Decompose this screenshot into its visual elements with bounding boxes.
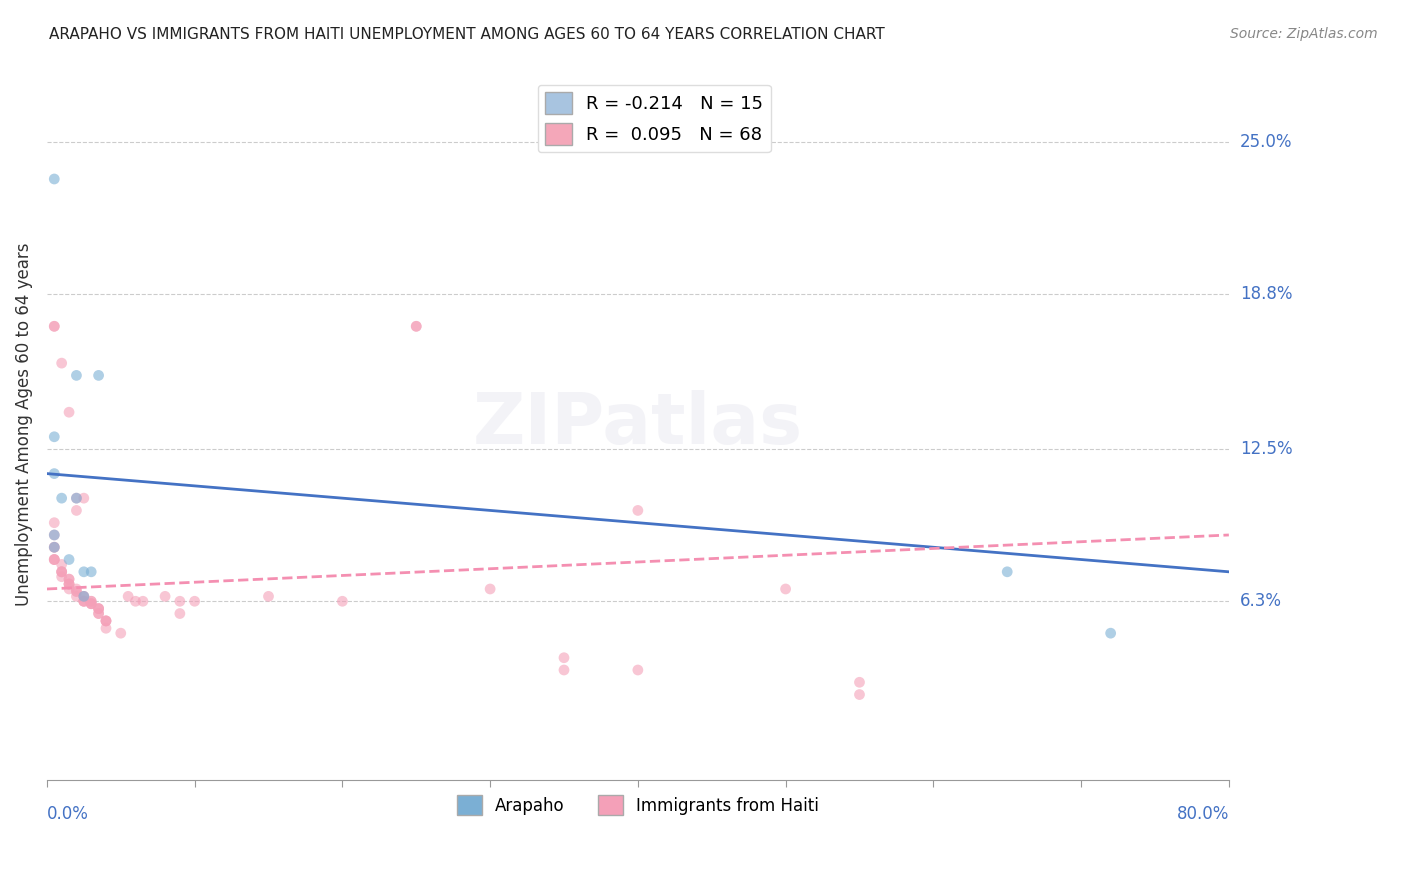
Y-axis label: Unemployment Among Ages 60 to 64 years: Unemployment Among Ages 60 to 64 years xyxy=(15,243,32,607)
Point xyxy=(153,590,176,604)
Point xyxy=(87,607,110,621)
Point xyxy=(44,430,66,444)
Point xyxy=(848,675,870,690)
Point xyxy=(87,607,110,621)
Point xyxy=(58,572,80,586)
Point xyxy=(51,565,73,579)
Point xyxy=(73,590,96,604)
Point xyxy=(169,594,191,608)
Point xyxy=(627,503,650,517)
Point xyxy=(627,663,650,677)
Point xyxy=(169,607,191,621)
Text: 25.0%: 25.0% xyxy=(1240,133,1292,151)
Point xyxy=(94,614,117,628)
Point xyxy=(73,491,96,505)
Legend: R = -0.214   N = 15, R =  0.095   N = 68: R = -0.214 N = 15, R = 0.095 N = 68 xyxy=(537,85,770,153)
Point xyxy=(58,572,80,586)
Point xyxy=(44,516,66,530)
Text: 12.5%: 12.5% xyxy=(1240,440,1292,458)
Point xyxy=(65,491,87,505)
Point xyxy=(257,590,280,604)
Point xyxy=(94,614,117,628)
Point xyxy=(65,584,87,599)
Text: ZIPatlas: ZIPatlas xyxy=(472,390,803,459)
Point xyxy=(58,577,80,591)
Point xyxy=(405,319,427,334)
Point xyxy=(44,467,66,481)
Point xyxy=(65,503,87,517)
Point xyxy=(94,614,117,628)
Point xyxy=(80,597,103,611)
Point xyxy=(1099,626,1122,640)
Point xyxy=(73,565,96,579)
Point xyxy=(58,405,80,419)
Point xyxy=(87,368,110,383)
Point xyxy=(44,319,66,334)
Point xyxy=(110,626,132,640)
Point xyxy=(51,356,73,370)
Point xyxy=(183,594,205,608)
Point xyxy=(44,319,66,334)
Point xyxy=(94,621,117,635)
Point xyxy=(73,594,96,608)
Point xyxy=(479,582,502,596)
Point xyxy=(87,601,110,615)
Point xyxy=(44,541,66,555)
Point xyxy=(44,541,66,555)
Point xyxy=(80,597,103,611)
Point xyxy=(58,582,80,596)
Point xyxy=(65,590,87,604)
Point xyxy=(44,552,66,566)
Point xyxy=(73,594,96,608)
Point xyxy=(332,594,354,608)
Point xyxy=(44,528,66,542)
Point xyxy=(51,558,73,572)
Text: 0.0%: 0.0% xyxy=(46,805,89,823)
Point xyxy=(51,565,73,579)
Point xyxy=(44,552,66,566)
Point xyxy=(124,594,146,608)
Point xyxy=(51,570,73,584)
Point xyxy=(51,565,73,579)
Point xyxy=(73,594,96,608)
Point xyxy=(80,594,103,608)
Point xyxy=(65,368,87,383)
Text: Source: ZipAtlas.com: Source: ZipAtlas.com xyxy=(1230,27,1378,41)
Point xyxy=(65,491,87,505)
Point xyxy=(58,552,80,566)
Point xyxy=(132,594,155,608)
Point xyxy=(80,565,103,579)
Point xyxy=(73,590,96,604)
Point xyxy=(65,584,87,599)
Point xyxy=(553,663,575,677)
Point xyxy=(117,590,139,604)
Point xyxy=(44,172,66,186)
Point xyxy=(44,552,66,566)
Point xyxy=(553,650,575,665)
Point xyxy=(58,577,80,591)
Point xyxy=(44,541,66,555)
Text: 80.0%: 80.0% xyxy=(1177,805,1229,823)
Point xyxy=(775,582,797,596)
Point xyxy=(51,491,73,505)
Point xyxy=(58,577,80,591)
Point xyxy=(87,601,110,615)
Text: ARAPAHO VS IMMIGRANTS FROM HAITI UNEMPLOYMENT AMONG AGES 60 TO 64 YEARS CORRELAT: ARAPAHO VS IMMIGRANTS FROM HAITI UNEMPLO… xyxy=(49,27,884,42)
Point xyxy=(65,582,87,596)
Point xyxy=(87,601,110,615)
Point xyxy=(405,319,427,334)
Text: 6.3%: 6.3% xyxy=(1240,592,1282,610)
Text: 18.8%: 18.8% xyxy=(1240,285,1292,303)
Point xyxy=(848,688,870,702)
Point xyxy=(995,565,1018,579)
Point xyxy=(44,528,66,542)
Point xyxy=(73,590,96,604)
Point xyxy=(80,597,103,611)
Point xyxy=(80,594,103,608)
